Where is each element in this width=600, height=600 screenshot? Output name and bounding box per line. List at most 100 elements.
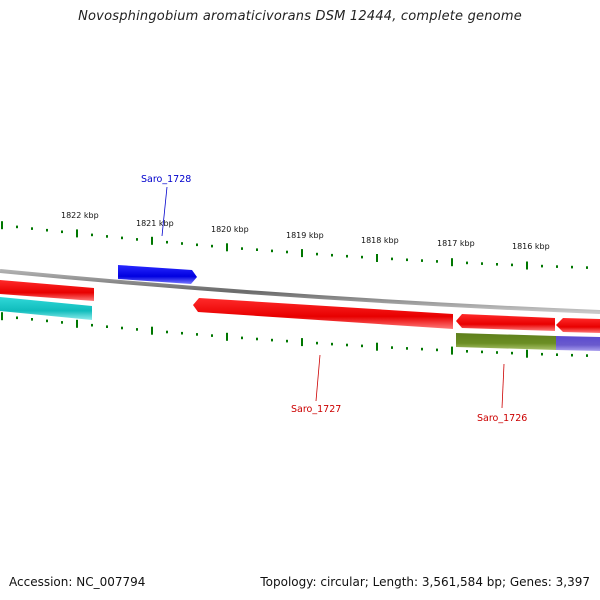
inner-scale-major-tick	[526, 349, 528, 358]
inner-scale-major-tick	[1, 312, 3, 321]
feature-red-right[interactable]	[556, 318, 600, 333]
outer-scale-minor-tick	[586, 266, 588, 269]
inner-scale-minor-tick	[286, 339, 288, 343]
genome-backbone	[0, 269, 600, 314]
outer-scale-major-tick	[1, 221, 3, 230]
inner-scale-minor-tick	[316, 341, 318, 345]
outer-scale-major-tick	[226, 243, 228, 252]
inner-scale-minor-tick	[271, 338, 273, 342]
outer-scale-minor-tick	[166, 240, 168, 244]
saro-1726-leader-line	[501, 363, 505, 409]
inner-scale-major-tick	[76, 319, 78, 328]
inner-scale-minor-tick	[406, 347, 408, 350]
inner-scale-minor-tick	[181, 331, 183, 335]
scale-label-1822: 1822 kbp	[61, 211, 99, 220]
inner-scale-minor-tick	[91, 323, 93, 327]
feature-red-left[interactable]	[0, 280, 94, 301]
outer-scale-minor-tick	[466, 261, 468, 265]
outer-scale-minor-tick	[181, 242, 183, 245]
outer-scale-minor-tick	[391, 257, 393, 261]
outer-scale-major-tick	[451, 258, 453, 267]
outer-scale-major-tick	[151, 236, 153, 245]
outer-scale-minor-tick	[121, 236, 123, 240]
inner-scale-minor-tick	[16, 316, 18, 320]
outer-scale-minor-tick	[91, 233, 93, 237]
outer-scale-minor-tick	[196, 243, 198, 247]
scale-label-1816: 1816 kbp	[512, 242, 550, 251]
scale-label-1820: 1820 kbp	[211, 225, 249, 234]
inner-scale-minor-tick	[106, 325, 108, 328]
outer-scale-minor-tick	[46, 228, 48, 232]
inner-scale-minor-tick	[541, 352, 543, 356]
outer-scale-minor-tick	[541, 264, 543, 268]
gene-saro-1728-arrow[interactable]	[118, 265, 197, 284]
gene-label-saro-1726[interactable]: Saro_1726	[477, 413, 527, 424]
map-title: Novosphingobium aromaticivorans DSM 1244…	[78, 9, 522, 24]
outer-scale-minor-tick	[361, 255, 363, 259]
inner-scale-minor-tick	[571, 353, 573, 357]
outer-scale-major-tick	[301, 249, 303, 258]
outer-scale-minor-tick	[256, 248, 258, 251]
outer-scale-minor-tick	[136, 238, 138, 241]
outer-scale-minor-tick	[16, 225, 18, 229]
gene-label-saro-1728[interactable]: Saro_1728	[141, 174, 191, 185]
inner-scale-minor-tick	[556, 353, 558, 356]
inner-scale-minor-tick	[436, 348, 438, 352]
outer-scale-major-tick	[526, 261, 528, 270]
outer-scale-minor-tick	[271, 249, 273, 253]
outer-scale-minor-tick	[481, 262, 483, 265]
inner-scale-minor-tick	[391, 346, 393, 349]
saro-1727-leader-line	[315, 354, 321, 402]
inner-scale-minor-tick	[481, 350, 483, 354]
genome-summary-text: Topology: circular; Length: 3,561,584 bp…	[260, 575, 590, 589]
saro-1728-leader-line	[161, 186, 168, 237]
inner-scale-minor-tick	[241, 336, 243, 340]
inner-scale-major-tick	[151, 326, 153, 335]
inner-scale-minor-tick	[31, 318, 33, 321]
inner-scale-minor-tick	[496, 351, 498, 354]
inner-scale-minor-tick	[256, 337, 258, 341]
outer-scale-minor-tick	[286, 250, 288, 254]
inner-scale-major-tick	[301, 338, 303, 347]
outer-scale-minor-tick	[421, 259, 423, 262]
outer-scale-minor-tick	[496, 263, 498, 266]
inner-scale-minor-tick	[61, 321, 63, 324]
inner-scale-minor-tick	[46, 319, 48, 323]
inner-scale-minor-tick	[166, 330, 168, 334]
gene-label-saro-1727[interactable]: Saro_1727	[291, 404, 341, 415]
inner-scale-minor-tick	[586, 354, 588, 357]
outer-scale-minor-tick	[316, 252, 318, 256]
scale-label-1817: 1817 kbp	[437, 239, 475, 248]
accession-text: Accession: NC_007794	[9, 575, 146, 589]
scale-label-1821: 1821 kbp	[136, 219, 174, 228]
outer-scale-minor-tick	[331, 253, 333, 257]
inner-scale-minor-tick	[331, 342, 333, 346]
inner-scale-minor-tick	[121, 326, 123, 330]
gene-saro-1726-arrow[interactable]	[456, 314, 555, 331]
inner-scale-minor-tick	[136, 328, 138, 331]
outer-scale-minor-tick	[406, 258, 408, 262]
gene-saro-1727-arrow[interactable]	[193, 298, 453, 329]
outer-scale-minor-tick	[106, 235, 108, 238]
outer-scale-minor-tick	[241, 247, 243, 250]
outer-scale-minor-tick	[436, 260, 438, 263]
outer-scale-minor-tick	[346, 254, 348, 258]
outer-scale-minor-tick	[211, 244, 213, 248]
feature-olive[interactable]	[456, 333, 556, 350]
outer-scale-minor-tick	[31, 227, 33, 230]
feature-cyan-left[interactable]	[0, 297, 92, 320]
feature-purple[interactable]	[556, 336, 600, 351]
inner-scale-major-tick	[451, 346, 453, 355]
inner-scale-ticks	[1, 312, 588, 358]
outer-scale-ticks	[1, 221, 588, 270]
outer-scale-major-tick	[76, 229, 78, 238]
outer-scale-major-tick	[376, 254, 378, 262]
outer-scale-minor-tick	[571, 265, 573, 269]
inner-scale-major-tick	[226, 332, 228, 341]
inner-scale-minor-tick	[211, 334, 213, 337]
inner-scale-minor-tick	[346, 343, 348, 347]
inner-scale-minor-tick	[196, 333, 198, 336]
outer-scale-minor-tick	[511, 263, 513, 267]
inner-scale-major-tick	[376, 342, 378, 351]
